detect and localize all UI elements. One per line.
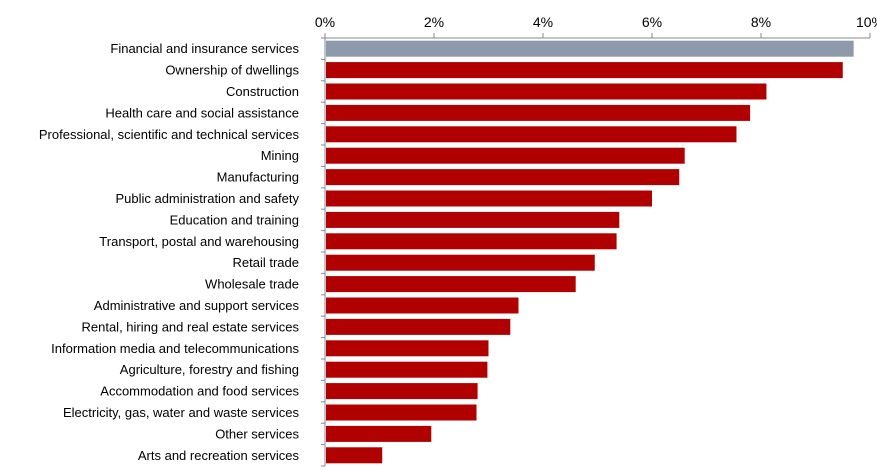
category-label: Mining bbox=[261, 148, 299, 163]
bar bbox=[326, 361, 488, 378]
x-tick-label: 6% bbox=[642, 14, 662, 30]
category-label: Health care and social assistance bbox=[105, 105, 299, 120]
bar bbox=[326, 62, 843, 79]
category-label: Transport, postal and warehousing bbox=[99, 234, 299, 249]
bar bbox=[326, 447, 383, 464]
bar bbox=[326, 297, 519, 314]
category-label: Wholesale trade bbox=[205, 277, 299, 292]
category-label: Professional, scientific and technical s… bbox=[39, 127, 300, 142]
bar bbox=[326, 40, 854, 57]
category-label: Information media and telecommunications bbox=[51, 341, 299, 356]
x-tick-label: 2% bbox=[424, 14, 444, 30]
bars bbox=[326, 40, 854, 464]
bar bbox=[326, 190, 652, 207]
category-label: Education and training bbox=[170, 212, 299, 227]
category-label: Other services bbox=[215, 426, 299, 441]
bar bbox=[326, 126, 737, 143]
category-label: Administrative and support services bbox=[94, 298, 300, 313]
x-tick-label: 10% bbox=[856, 14, 877, 30]
x-tick-label: 0% bbox=[315, 14, 335, 30]
bar bbox=[326, 383, 478, 400]
bar bbox=[326, 104, 751, 121]
category-label: Electricity, gas, water and waste servic… bbox=[63, 405, 300, 420]
bar bbox=[326, 83, 767, 100]
category-label: Financial and insurance services bbox=[110, 41, 299, 56]
bar bbox=[326, 318, 511, 335]
bar bbox=[326, 233, 617, 250]
category-label: Manufacturing bbox=[217, 170, 299, 185]
category-label: Agriculture, forestry and fishing bbox=[120, 362, 299, 377]
bar bbox=[326, 276, 576, 293]
category-label: Ownership of dwellings bbox=[165, 63, 299, 78]
bar bbox=[326, 254, 595, 271]
x-tick-label: 4% bbox=[533, 14, 553, 30]
x-tick-label: 8% bbox=[751, 14, 771, 30]
bar bbox=[326, 404, 477, 421]
category-labels: Financial and insurance services Ownershi… bbox=[39, 41, 300, 463]
category-label: Arts and recreation services bbox=[138, 448, 300, 463]
y-axis bbox=[321, 37, 326, 467]
bar bbox=[326, 147, 685, 164]
bar bbox=[326, 211, 620, 228]
bar bbox=[326, 425, 432, 442]
category-label: Retail trade bbox=[233, 255, 299, 270]
category-label: Accommodation and food services bbox=[100, 384, 299, 399]
category-label: Construction bbox=[226, 84, 299, 99]
bar bbox=[326, 340, 489, 357]
category-label: Public administration and safety bbox=[115, 191, 299, 206]
category-label: Rental, hiring and real estate services bbox=[81, 319, 299, 334]
x-axis: 0% 2% 4% 6% 8% 10% bbox=[315, 14, 877, 39]
bar bbox=[326, 169, 680, 186]
